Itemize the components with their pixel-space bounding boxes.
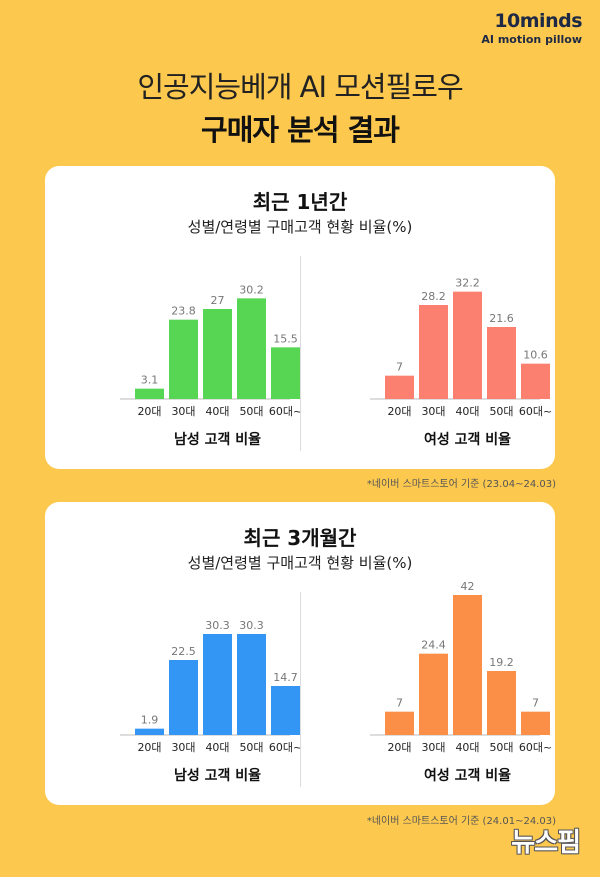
x-tick-label: 40대 bbox=[455, 741, 479, 754]
bar-value-label: 30.3 bbox=[239, 619, 264, 632]
x-tick-label: 60대~ bbox=[519, 741, 552, 754]
logo-tagline: AI motion pillow bbox=[481, 33, 582, 46]
source-note: *네이버 스마트스토어 기준 (24.01~24.03) bbox=[366, 816, 556, 827]
bar bbox=[203, 309, 232, 399]
headline-product: 인공지능베개 AI 모션필로우 bbox=[137, 70, 463, 104]
bar-value-label: 23.8 bbox=[171, 305, 196, 318]
bar-value-label: 30.3 bbox=[205, 619, 230, 632]
x-tick-label: 30대 bbox=[171, 741, 195, 754]
bar-value-label: 7 bbox=[532, 697, 539, 710]
bar bbox=[521, 363, 550, 399]
panel-last-3-months: 최근 3개월간 성별/연령별 구매고객 현황 비율(%) 1.9 20대 22.5 3… bbox=[45, 502, 555, 805]
bar bbox=[237, 298, 266, 399]
bar-value-label: 19.2 bbox=[489, 656, 514, 669]
brand-logo: 10minds AI motion pillow bbox=[452, 10, 582, 46]
bar bbox=[203, 634, 232, 735]
bar bbox=[385, 711, 414, 735]
x-tick-label: 50대 bbox=[239, 741, 263, 754]
x-tick-label: 60대~ bbox=[269, 405, 302, 418]
bar bbox=[237, 634, 266, 735]
bar-value-label: 21.6 bbox=[489, 312, 514, 325]
chart-title: 남성 고객 비율 bbox=[174, 767, 261, 784]
panel-title: 최근 1년간 bbox=[252, 190, 348, 214]
x-tick-label: 50대 bbox=[489, 405, 513, 418]
panel-last-year: 최근 1년간 성별/연령별 구매고객 현황 비율(%) 3.1 20대 23.8 30… bbox=[45, 166, 555, 469]
bar-value-label: 32.2 bbox=[455, 277, 480, 290]
bar-value-label: 27 bbox=[211, 294, 225, 307]
chart-divider bbox=[300, 256, 301, 451]
bar-value-label: 7 bbox=[396, 361, 403, 374]
bar-value-label: 3.1 bbox=[141, 374, 159, 387]
bar bbox=[419, 305, 448, 399]
bar-value-label: 10.6 bbox=[523, 349, 548, 362]
bar-value-label: 15.5 bbox=[273, 332, 298, 345]
bar bbox=[453, 291, 482, 399]
bar bbox=[487, 327, 516, 399]
panel-subtitle: 성별/연령별 구매고객 현황 비율(%) bbox=[187, 218, 413, 236]
bar-value-label: 7 bbox=[396, 697, 403, 710]
x-tick-label: 20대 bbox=[137, 741, 161, 754]
x-tick-label: 30대 bbox=[171, 405, 195, 418]
female-customer-bar-chart: 7 20대 24.4 30대 42 40대 19.2 50대 7 60대~ 여성 고객 비율 bbox=[370, 580, 552, 784]
x-tick-label: 30대 bbox=[421, 405, 445, 418]
male-customer-bar-chart: 1.9 20대 22.5 30대 30.3 40대 30.3 50대 14.7 60대~ 남성 고객… bbox=[120, 619, 302, 784]
female-customer-bar-chart: 7 20대 28.2 30대 32.2 40대 21.6 50대 10.6 60대~ 여성 고객 비… bbox=[370, 277, 552, 448]
panel-subtitle: 성별/연령별 구매고객 현황 비율(%) bbox=[187, 554, 413, 572]
x-tick-label: 60대~ bbox=[269, 741, 302, 754]
bar bbox=[385, 375, 414, 399]
bar bbox=[169, 319, 198, 399]
chart-divider bbox=[300, 592, 301, 787]
bar-value-label: 22.5 bbox=[171, 645, 196, 658]
chart-title: 여성 고객 비율 bbox=[424, 431, 511, 448]
x-tick-label: 20대 bbox=[387, 741, 411, 754]
bar bbox=[419, 653, 448, 735]
bar bbox=[169, 660, 198, 735]
x-tick-label: 30대 bbox=[421, 741, 445, 754]
bar-value-label: 30.2 bbox=[239, 283, 264, 296]
logo-wordmark: 10minds bbox=[494, 10, 582, 32]
x-tick-label: 50대 bbox=[489, 741, 513, 754]
x-tick-label: 40대 bbox=[455, 405, 479, 418]
chart-title: 남성 고객 비율 bbox=[174, 431, 261, 448]
panel-title: 최근 3개월간 bbox=[243, 526, 357, 550]
x-tick-label: 50대 bbox=[239, 405, 263, 418]
bar-value-label: 24.4 bbox=[421, 639, 446, 652]
x-tick-label: 60대~ bbox=[519, 405, 552, 418]
bar bbox=[271, 686, 300, 735]
x-tick-label: 20대 bbox=[137, 405, 161, 418]
bar bbox=[271, 347, 300, 399]
news-watermark: 뉴스핌 bbox=[511, 828, 581, 858]
x-tick-label: 20대 bbox=[387, 405, 411, 418]
bar bbox=[453, 595, 482, 735]
male-customer-bar-chart: 3.1 20대 23.8 30대 27 40대 30.2 50대 15.5 60대~ 남성 고객 비… bbox=[120, 283, 302, 448]
chart-title: 여성 고객 비율 bbox=[424, 767, 511, 784]
source-note: *네이버 스마트스토어 기준 (23.04~24.03) bbox=[366, 479, 556, 490]
bar-value-label: 28.2 bbox=[421, 290, 446, 303]
bar-value-label: 1.9 bbox=[141, 714, 159, 727]
x-tick-label: 40대 bbox=[205, 405, 229, 418]
bar bbox=[487, 671, 516, 735]
headline-title: 구매자 분석 결과 bbox=[201, 113, 400, 147]
bar bbox=[521, 711, 550, 735]
bar-value-label: 42 bbox=[461, 580, 475, 593]
bar-value-label: 14.7 bbox=[273, 671, 298, 684]
bar bbox=[135, 388, 164, 399]
bar bbox=[135, 728, 164, 735]
x-tick-label: 40대 bbox=[205, 741, 229, 754]
